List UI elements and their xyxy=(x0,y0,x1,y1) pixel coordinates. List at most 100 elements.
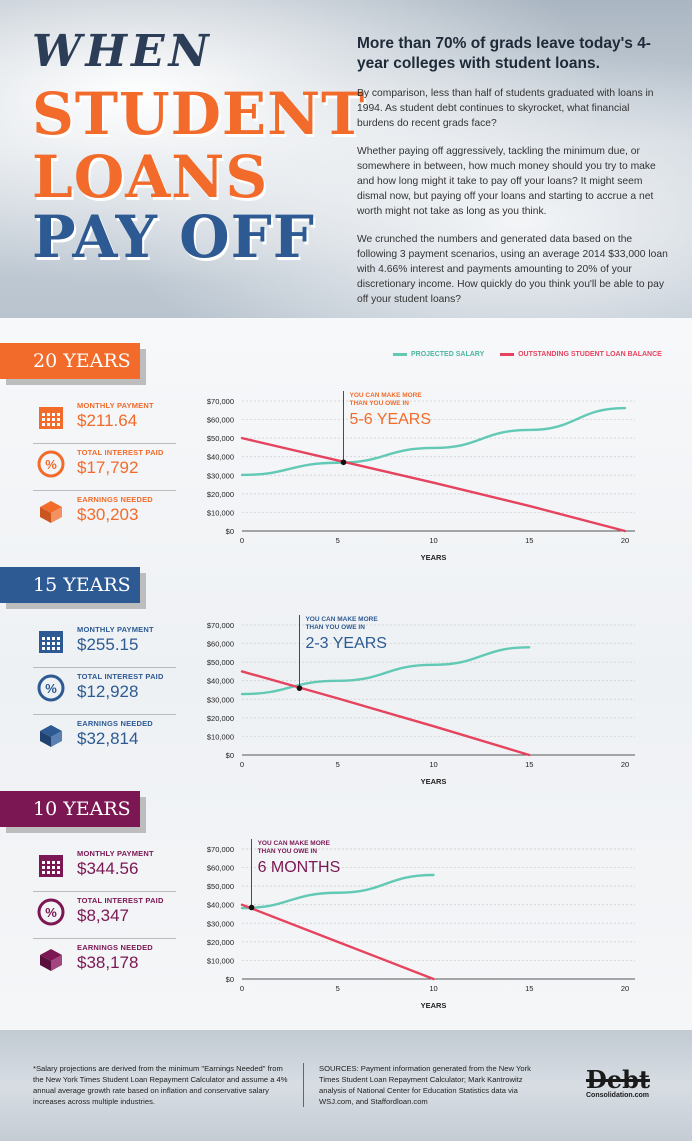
y-tick-label: $70,000 xyxy=(207,397,234,406)
line-chart-svg: $0 $10,000 $20,000 $30,000 $40,000 $50,000 $60… xyxy=(207,615,635,786)
x-axis-label: YEARS xyxy=(421,553,447,562)
title-when: WHEN xyxy=(32,26,213,77)
legend-loan-swatch xyxy=(500,352,515,356)
callout-value: 2-3 YEARS xyxy=(305,635,387,652)
y-tick-label: $20,000 xyxy=(207,938,234,947)
y-tick-label: $40,000 xyxy=(207,901,234,910)
total-interest-label: TOTAL INTEREST PAID xyxy=(77,672,164,681)
total-interest-stat: % TOTAL INTEREST PAID $8,347 xyxy=(33,892,176,938)
footnote: *Salary projections are derived from the… xyxy=(33,1064,288,1106)
x-tick-label: 20 xyxy=(621,984,629,993)
section-banner: 15 YEARS xyxy=(0,567,140,603)
x-tick-label: 15 xyxy=(525,984,533,993)
line-chart-svg: $0 $10,000 $20,000 $30,000 $40,000 $50,000 $60… xyxy=(207,391,635,562)
divider xyxy=(33,714,176,715)
y-tick-label: $20,000 xyxy=(207,714,234,723)
callout-value: 6 MONTHS xyxy=(258,859,341,876)
x-tick-label: 10 xyxy=(429,760,437,769)
section-10-years: 10 YEARS MONTHLY PAYMENT $344.56 % TOTAL… xyxy=(0,791,692,1010)
intro-paragraph-2: Whether paying off aggressively, tacklin… xyxy=(357,146,656,217)
callout-label-line-1: YOU CAN MAKE MORE xyxy=(349,392,422,399)
y-tick-label: $0 xyxy=(226,527,234,536)
scenarios-panel xyxy=(0,318,692,1030)
chart-20-years: $0 $10,000 $20,000 $30,000 $40,000 $50,000 $60… xyxy=(180,385,680,568)
x-tick-label: 0 xyxy=(240,536,244,545)
intro-paragraph-3: We crunched the numbers and generated da… xyxy=(357,234,668,305)
percent-badge-icon: % xyxy=(37,898,65,926)
earnings-needed-value: $38,178 xyxy=(77,953,139,972)
x-tick-label: 10 xyxy=(429,984,437,993)
earnings-needed-label: EARNINGS NEEDED xyxy=(77,495,153,504)
cash-stack-icon xyxy=(40,949,62,971)
footer: *Salary projections are derived from the… xyxy=(0,1030,692,1141)
hero-header: WHEN STUDENT LOANS PAY OFF More than 70%… xyxy=(0,0,692,318)
intro-text: More than 70% of grads leave today's 4-y… xyxy=(357,34,669,320)
svg-text:%: % xyxy=(45,681,57,696)
monthly-payment-value: $211.64 xyxy=(77,411,138,430)
footer-divider xyxy=(303,1063,304,1107)
y-tick-label: $60,000 xyxy=(207,416,234,425)
earnings-needed-label: EARNINGS NEEDED xyxy=(77,719,153,728)
y-tick-label: $50,000 xyxy=(207,658,234,667)
loan-balance-line xyxy=(240,670,531,757)
title-student: STUDENT xyxy=(32,80,366,148)
calendar-icon xyxy=(39,855,63,877)
callout-label-line-1: YOU CAN MAKE MORE xyxy=(258,840,331,847)
line-chart-svg: $0 $10,000 $20,000 $30,000 $40,000 $50,000 $60… xyxy=(207,839,635,1010)
chart-15-years: $0 $10,000 $20,000 $30,000 $40,000 $50,000 $60… xyxy=(180,609,680,792)
intersection-point xyxy=(340,459,347,466)
y-tick-label: $0 xyxy=(226,751,234,760)
x-tick-label: 15 xyxy=(525,536,533,545)
percent-badge-icon: % xyxy=(37,450,65,478)
intro-paragraph-1: By comparison, less than half of student… xyxy=(357,88,654,129)
chart-10-years: $0 $10,000 $20,000 $30,000 $40,000 $50,000 $60… xyxy=(180,833,680,1016)
earnings-needed-label: EARNINGS NEEDED xyxy=(77,943,153,952)
loan-balance-line xyxy=(240,903,435,981)
x-tick-label: 5 xyxy=(336,760,340,769)
monthly-payment-value: $344.56 xyxy=(77,859,139,878)
percent-badge-icon: % xyxy=(37,674,65,702)
y-tick-label: $20,000 xyxy=(207,490,234,499)
y-tick-label: $10,000 xyxy=(207,732,234,741)
x-axis-label: YEARS xyxy=(421,1001,447,1010)
y-tick-label: $30,000 xyxy=(207,695,234,704)
divider xyxy=(33,490,176,491)
earnings-needed-stat: EARNINGS NEEDED $38,178 xyxy=(33,939,176,985)
projected-salary-line xyxy=(240,406,627,477)
y-tick-label: $60,000 xyxy=(207,864,234,873)
calendar-icon xyxy=(39,407,63,429)
divider xyxy=(33,938,176,939)
x-tick-label: 10 xyxy=(429,536,437,545)
divider xyxy=(33,443,176,444)
sources: SOURCES: Payment information generated f… xyxy=(319,1064,531,1106)
legend-loan-label: OUTSTANDING STUDENT LOAN BALANCE xyxy=(518,351,662,358)
svg-text:%: % xyxy=(45,905,57,920)
y-tick-label: $0 xyxy=(226,975,234,984)
earnings-needed-stat: EARNINGS NEEDED $30,203 xyxy=(33,491,176,537)
total-interest-stat: % TOTAL INTEREST PAID $12,928 xyxy=(33,668,176,714)
x-tick-label: 0 xyxy=(240,984,244,993)
title-pay-off: PAY OFF xyxy=(32,203,315,271)
monthly-payment-stat: MONTHLY PAYMENT $255.15 xyxy=(33,621,176,667)
y-tick-label: $30,000 xyxy=(207,919,234,928)
calendar-icon xyxy=(39,631,63,653)
y-tick-label: $60,000 xyxy=(207,640,234,649)
total-interest-value: $17,792 xyxy=(77,458,139,477)
total-interest-value: $12,928 xyxy=(77,682,139,701)
legend-salary-label: PROJECTED SALARY xyxy=(411,351,485,358)
callout-label-line-2: THAN YOU OWE IN xyxy=(349,400,409,407)
loan-balance-line xyxy=(240,436,627,533)
legend-salary-swatch xyxy=(393,352,407,356)
monthly-payment-label: MONTHLY PAYMENT xyxy=(77,849,154,858)
y-tick-label: $40,000 xyxy=(207,677,234,686)
earnings-needed-value: $32,814 xyxy=(77,729,139,748)
y-tick-label: $10,000 xyxy=(207,508,234,517)
total-interest-stat: % TOTAL INTEREST PAID $17,792 xyxy=(33,444,176,490)
y-tick-label: $70,000 xyxy=(207,621,234,630)
y-tick-label: $30,000 xyxy=(207,471,234,480)
x-axis-label: YEARS xyxy=(421,777,447,786)
x-tick-label: 20 xyxy=(621,760,629,769)
section-banner: 20 YEARS xyxy=(0,343,140,379)
section-15-years: 15 YEARS MONTHLY PAYMENT $255.15 % TOTAL… xyxy=(0,567,692,786)
x-tick-label: 0 xyxy=(240,760,244,769)
